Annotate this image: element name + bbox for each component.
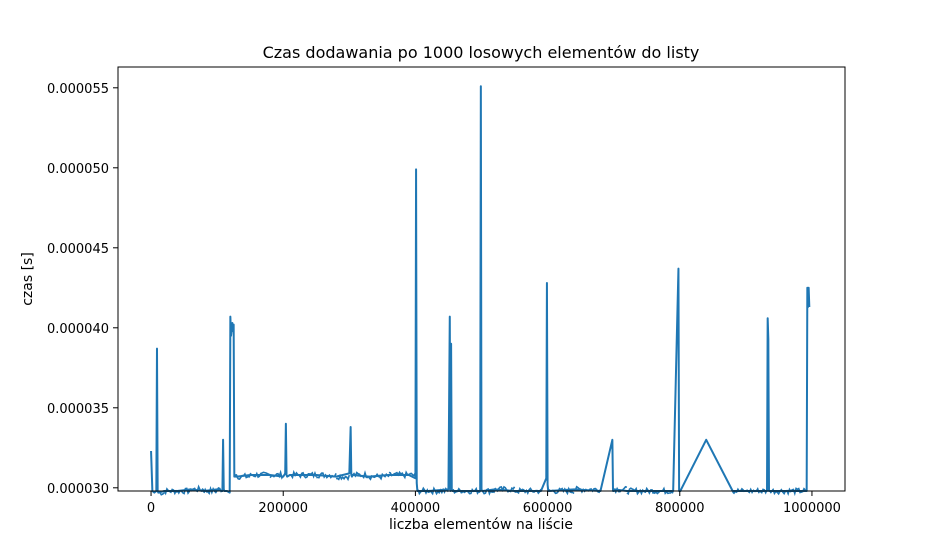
series-noise-segment <box>388 470 410 480</box>
series-noise-segment <box>289 469 318 480</box>
y-tick-label: 0.000045 <box>47 242 109 257</box>
series-noise-segment <box>368 472 390 481</box>
y-tick-label: 0.000035 <box>47 402 109 417</box>
y-tick-label: 0.000040 <box>47 322 109 337</box>
x-tick-label: 1000000 <box>783 501 841 516</box>
x-tick-label: 400000 <box>391 501 441 516</box>
x-axis-ticks: 0 200000 400000 600000 800000 1000000 <box>147 491 841 516</box>
plot-area <box>150 85 811 497</box>
series-noise-segment <box>408 472 417 477</box>
series-noise-segment <box>461 486 481 495</box>
x-axis-title: liczba elementów na liście <box>389 517 573 533</box>
series-noise-segment <box>163 487 179 496</box>
x-tick-label: 0 <box>147 501 155 516</box>
chart-title: Czas dodawania po 1000 losowych elementó… <box>263 43 700 62</box>
series-noise-segment <box>494 485 516 493</box>
series-noise-segment <box>269 469 284 480</box>
series-noise-segment <box>158 491 165 496</box>
y-tick-label: 0.000055 <box>47 82 109 97</box>
series-noise-segment <box>352 470 370 479</box>
series-noise-segment <box>336 473 351 482</box>
series-noise-segment <box>427 486 449 496</box>
x-tick-label: 800000 <box>655 501 705 516</box>
series-noise-segment <box>249 471 271 479</box>
series-noise-segment <box>652 486 674 495</box>
series-noise-segment <box>769 487 787 496</box>
series-line-0 <box>150 85 811 494</box>
series-noise-segment <box>626 486 655 496</box>
y-axis-title: czas [s] <box>20 252 36 306</box>
x-tick-label: 600000 <box>523 501 573 516</box>
y-axis-ticks: 0.000030 0.000035 0.000040 0.000045 0.000050… <box>47 82 118 497</box>
y-tick-label: 0.000050 <box>47 162 109 177</box>
series-noise-segment <box>236 472 251 481</box>
plot-frame <box>117 66 846 492</box>
x-tick-label: 200000 <box>258 501 308 516</box>
series-noise-segment <box>316 472 337 479</box>
y-tick-label: 0.000030 <box>47 482 109 497</box>
series-noise-segment <box>732 487 746 495</box>
series-noise-segment <box>574 485 602 494</box>
